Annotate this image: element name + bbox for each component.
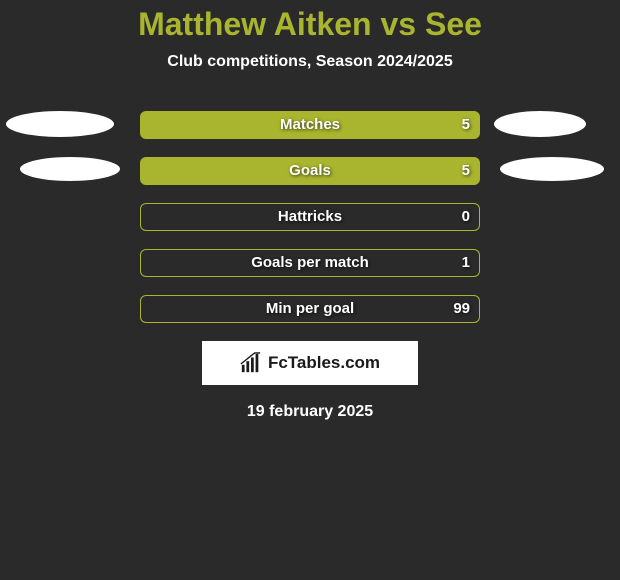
stat-row: Min per goal 99 [0, 295, 620, 323]
stat-value: 5 [140, 157, 470, 185]
stats-area: Matches 5 Goals 5 Hattricks 0 Goals per … [0, 111, 620, 323]
brand-box-inner: FcTables.com [203, 342, 417, 384]
stat-row: Matches 5 [0, 111, 620, 139]
stat-value: 99 [140, 295, 470, 323]
stat-row: Goals 5 [0, 157, 620, 185]
stat-row: Goals per match 1 [0, 249, 620, 277]
barchart-icon [240, 352, 262, 374]
page-title: Matthew Aitken vs See [0, 0, 620, 43]
date-text: 19 february 2025 [0, 403, 620, 421]
page-subtitle: Club competitions, Season 2024/2025 [0, 53, 620, 71]
stat-value: 0 [140, 203, 470, 231]
brand-text: FcTables.com [268, 353, 380, 373]
stat-value: 1 [140, 249, 470, 277]
brand-box: FcTables.com [202, 341, 418, 385]
stat-row: Hattricks 0 [0, 203, 620, 231]
stat-value: 5 [140, 111, 470, 139]
